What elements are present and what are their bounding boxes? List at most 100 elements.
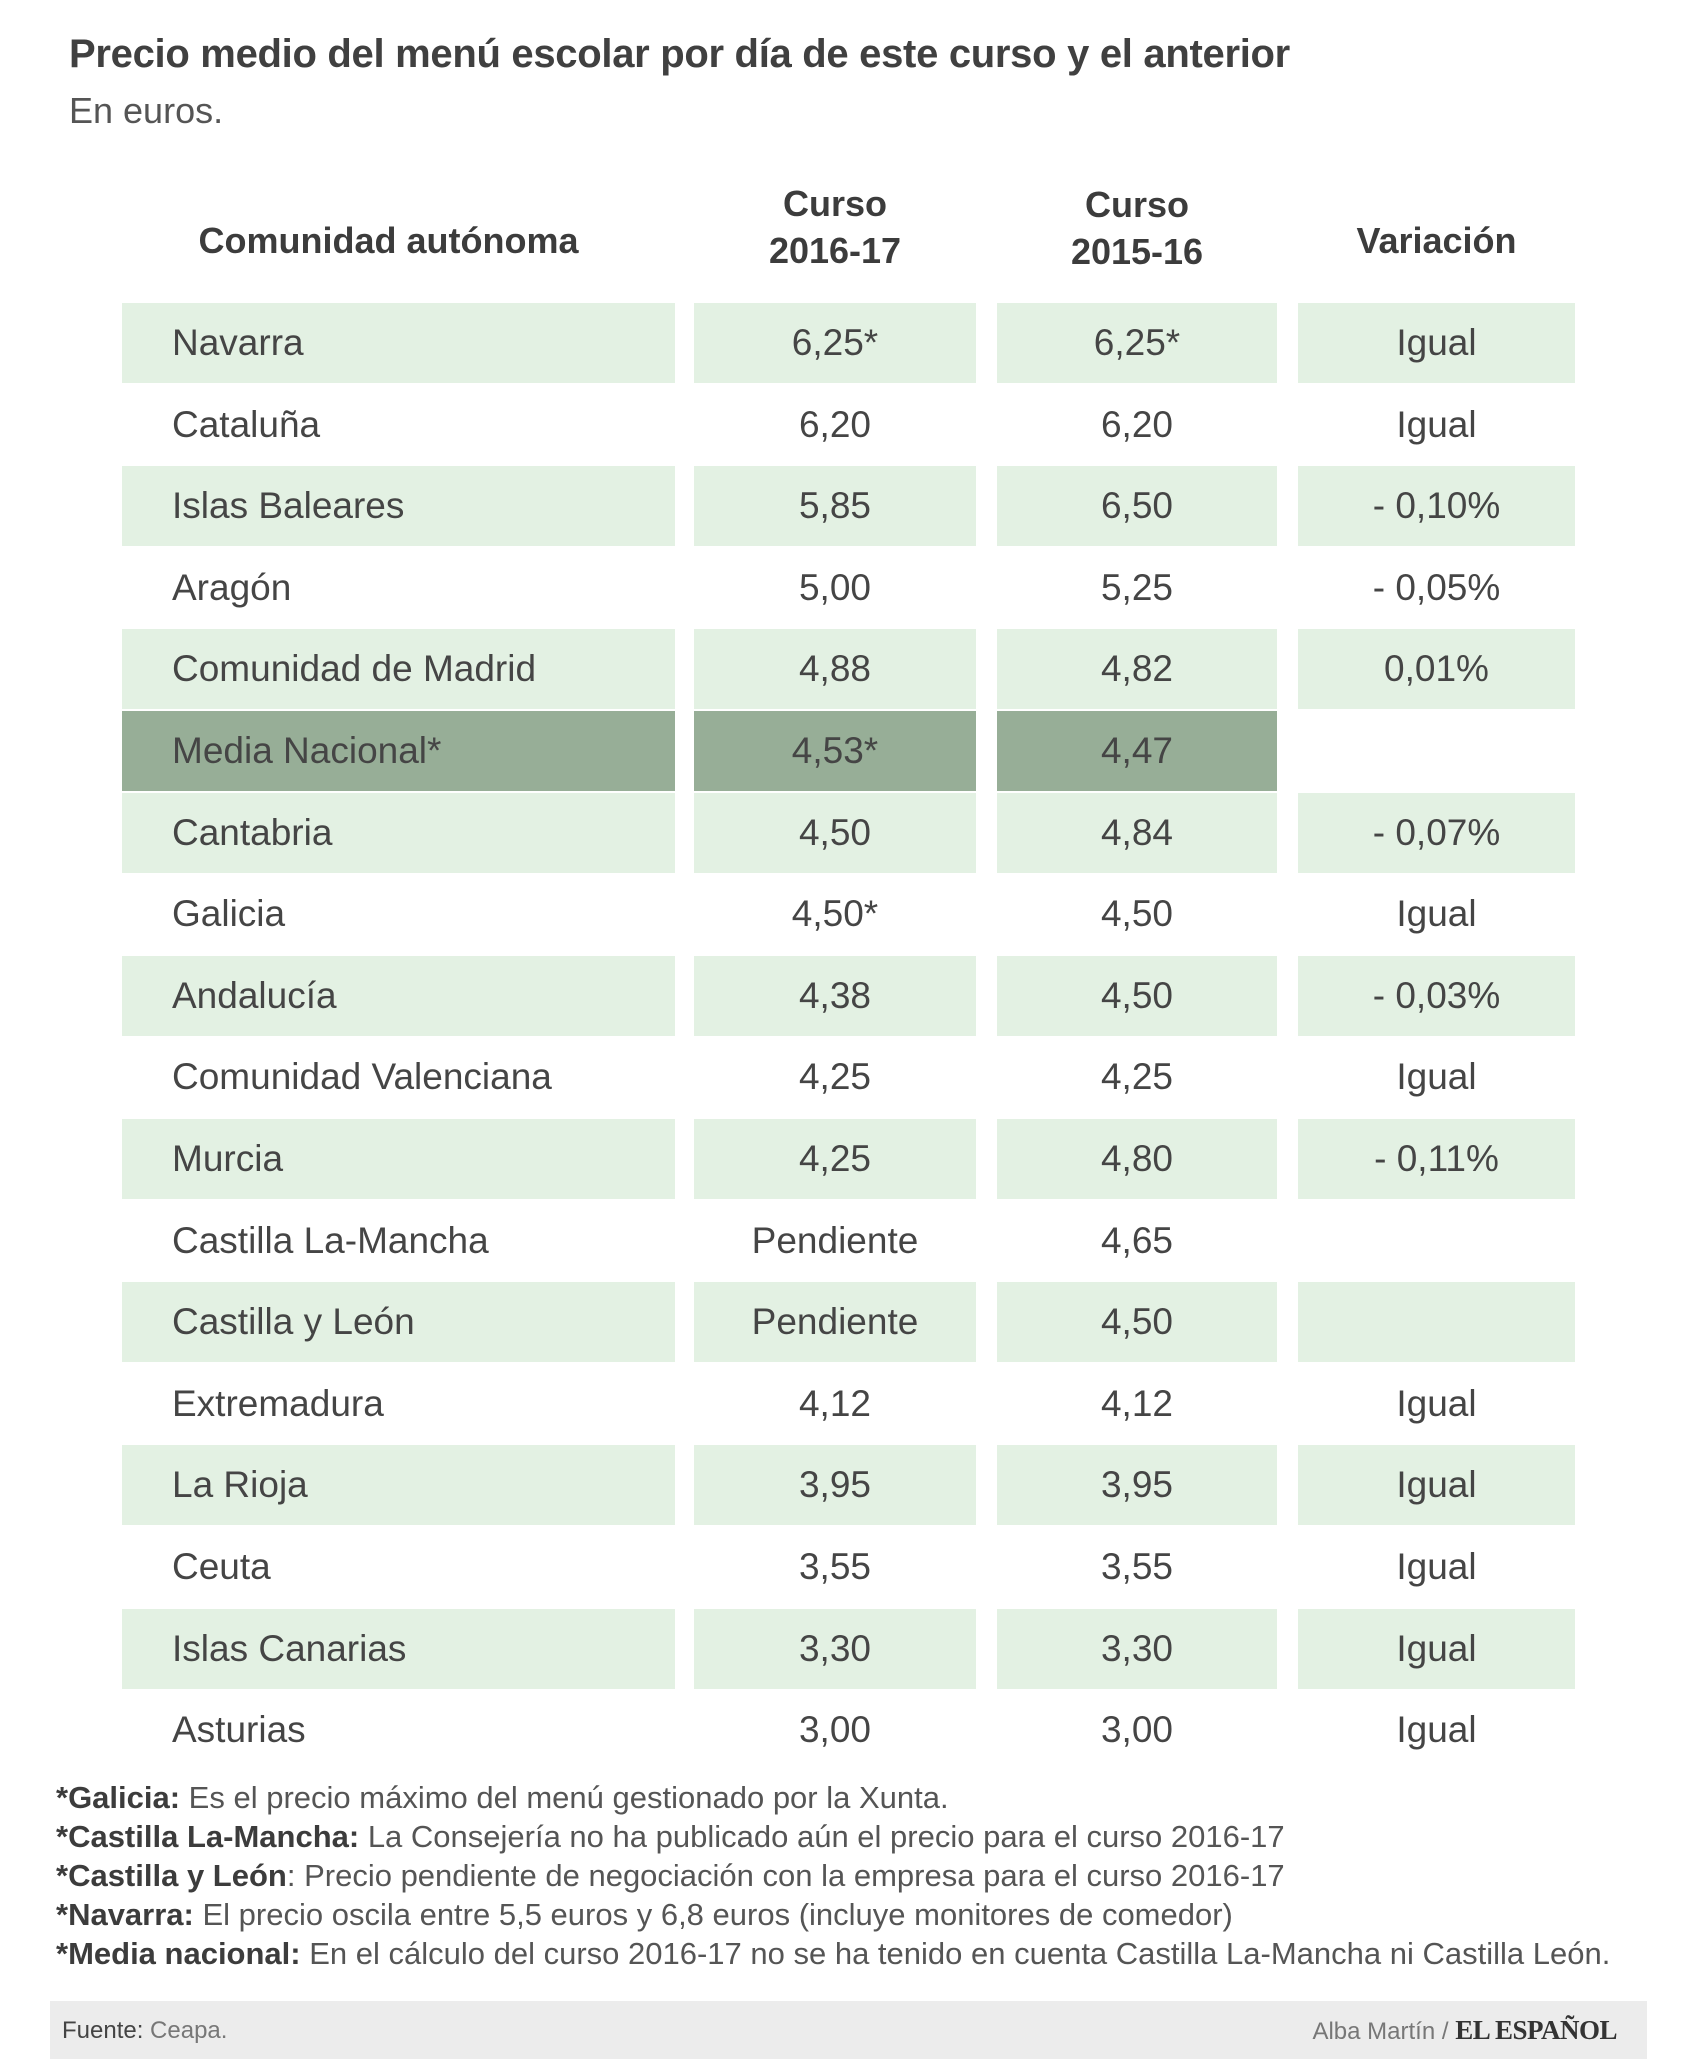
community-cell: Islas Canarias [122, 1608, 675, 1689]
table-row: Ceuta 3,55 3,55 Igual [0, 1527, 1706, 1607]
community-cell: Aragón [172, 566, 292, 608]
community-cell: Castilla La-Mancha [172, 1219, 489, 1261]
table-row: Cantabria 4,50 4,84 - 0,07% [0, 792, 1706, 873]
footnote-label: *Galicia: [56, 1780, 181, 1815]
source-value: Ceapa. [143, 2017, 228, 2044]
header-2016-17-line1: Curso [782, 183, 887, 224]
table-row: Extremadura 4,12 4,12 Igual [0, 1364, 1706, 1444]
footnote-text: : Precio pendiente de negociación con la… [286, 1858, 1285, 1893]
variation-cell: Igual [1396, 1382, 1477, 1424]
footnote: *Castilla y León: Precio pendiente de ne… [56, 1856, 1610, 1895]
header-variation: Variación [1356, 220, 1517, 261]
price-2016-17-cell: 4,88 [694, 629, 976, 710]
table-row: Comunidad de Madrid 4,88 4,82 0,01% [0, 629, 1706, 710]
price-2016-17-cell: 6,20 [798, 403, 871, 445]
table-row: Castilla La-Mancha Pendiente 4,65 [0, 1201, 1706, 1281]
table-row: Asturias 3,00 3,00 Igual [0, 1690, 1706, 1770]
table-row: La Rioja 3,95 3,95 Igual [0, 1445, 1706, 1526]
community-cell: Navarra [122, 303, 675, 383]
variation-cell: Igual [1396, 893, 1477, 935]
community-cell: Cataluña [172, 403, 321, 445]
table-row: Castilla y León Pendiente 4,50 [0, 1282, 1706, 1363]
table-row: Islas Canarias 3,30 3,30 Igual [0, 1608, 1706, 1689]
community-cell: Ceuta [172, 1546, 271, 1587]
footnote-label: *Media nacional: [56, 1936, 301, 1971]
price-2015-16-cell: 4,25 [1100, 1056, 1173, 1098]
footnote-text: Es el precio máximo del menú gestionado … [180, 1780, 949, 1815]
price-2016-17-cell: 3,95 [694, 1445, 976, 1526]
footnote-label: *Castilla y León [56, 1858, 287, 1893]
source-label: Fuente: [62, 2017, 144, 2044]
footnote-label: *Castilla La-Mancha: [56, 1819, 360, 1854]
price-2016-17-cell: 4,53* [694, 711, 976, 791]
footnote: *Media nacional: En el cálculo del curso… [56, 1934, 1610, 1973]
price-2016-17-cell: 3,55 [798, 1546, 871, 1587]
community-cell: Media Nacional* [122, 711, 675, 791]
price-2015-16-cell: 4,50 [997, 1282, 1277, 1363]
price-2016-17-cell: 5,00 [798, 566, 871, 608]
header-2015-16: Curso 2015-16 [997, 181, 1277, 275]
price-2016-17-cell: 3,00 [798, 1709, 871, 1751]
credit: Alba Martín / EL ESPAÑOL [1312, 2015, 1617, 2046]
footnote: *Castilla La-Mancha: La Consejería no ha… [56, 1817, 1610, 1856]
price-2015-16-cell: 4,65 [1100, 1219, 1173, 1261]
variation-cell [1298, 711, 1575, 791]
variation-cell: Igual [1396, 403, 1477, 445]
header-2016-17-line2: 2016-17 [768, 230, 902, 271]
table-row: Murcia 4,25 4,80 - 0,11% [0, 1119, 1706, 1199]
price-2015-16-cell: 3,55 [1100, 1546, 1173, 1587]
price-2016-17-cell: Pendiente [751, 1219, 919, 1261]
footnote: *Navarra: El precio oscila entre 5,5 eur… [56, 1895, 1610, 1934]
table-row: Andalucía 4,38 4,50 - 0,03% [0, 955, 1706, 1036]
price-2016-17-cell: 4,38 [694, 955, 976, 1036]
header-2015-16-line2: 2015-16 [1070, 231, 1204, 272]
price-2016-17-cell: 5,85 [694, 466, 976, 547]
table-row: Galicia 4,50* 4,50 Igual [0, 874, 1706, 954]
price-2016-17-cell: 4,50* [791, 893, 879, 935]
table-row: Navarra 6,25* 6,25* Igual [0, 303, 1706, 383]
price-2015-16-cell: 3,30 [997, 1608, 1277, 1689]
community-cell: Islas Baleares [122, 466, 675, 547]
price-2015-16-cell: 4,12 [1100, 1382, 1173, 1424]
price-2016-17-cell: 4,25 [798, 1056, 871, 1098]
variation-cell: - 0,07% [1298, 792, 1575, 873]
page-title: Precio medio del menú escolar por día de… [69, 32, 1290, 76]
footnote-label: *Navarra: [56, 1897, 194, 1932]
price-2015-16-cell: 4,80 [997, 1119, 1277, 1199]
variation-cell: Igual [1298, 1445, 1575, 1526]
variation-cell: - 0,11% [1298, 1119, 1575, 1199]
price-2015-16-cell: 6,20 [1100, 403, 1173, 445]
price-2015-16-cell: 4,47 [997, 711, 1277, 791]
table-row: Cataluña 6,20 6,20 Igual [0, 385, 1706, 465]
variation-cell: Igual [1298, 303, 1575, 383]
community-cell: Cantabria [122, 792, 675, 873]
price-2016-17-cell: 4,12 [798, 1382, 871, 1424]
price-2016-17-cell: 4,25 [694, 1119, 976, 1199]
variation-cell [1298, 1201, 1575, 1281]
footnote-text: En el cálculo del curso 2016-17 no se ha… [300, 1936, 1611, 1971]
price-2015-16-cell: 3,95 [997, 1445, 1277, 1526]
variation-cell: Igual [1396, 1056, 1477, 1098]
price-2015-16-cell: 3,00 [1100, 1709, 1173, 1751]
price-2015-16-cell: 6,50 [997, 466, 1277, 547]
price-2015-16-cell: 4,82 [997, 629, 1277, 710]
price-2015-16-cell: 5,25 [1100, 566, 1173, 608]
header-2016-17: Curso 2016-17 [694, 180, 976, 274]
footnotes: *Galicia: Es el precio máximo del menú g… [56, 1778, 1610, 1973]
variation-cell: Igual [1298, 1608, 1575, 1689]
footnote-text: La Consejería no ha publicado aún el pre… [359, 1819, 1285, 1854]
table-row: Comunidad Valenciana 4,25 4,25 Igual [0, 1037, 1706, 1117]
author: Alba Martín / [1312, 2018, 1449, 2045]
variation-cell: - 0,03% [1298, 955, 1575, 1036]
community-cell: Castilla y León [122, 1282, 675, 1363]
header-community: Comunidad autónoma [198, 220, 579, 261]
price-2016-17-cell: Pendiente [694, 1282, 976, 1363]
price-2016-17-cell: 4,50 [694, 792, 976, 873]
footnote-text: El precio oscila entre 5,5 euros y 6,8 e… [193, 1897, 1233, 1932]
price-2015-16-cell: 4,84 [997, 792, 1277, 873]
price-2016-17-cell: 3,30 [694, 1608, 976, 1689]
source: Fuente: Ceapa. [62, 2017, 227, 2045]
table-row: Islas Baleares 5,85 6,50 - 0,10% [0, 466, 1706, 547]
community-cell: Comunidad Valenciana [172, 1056, 552, 1098]
table-row: Media Nacional* 4,53* 4,47 [0, 711, 1706, 791]
